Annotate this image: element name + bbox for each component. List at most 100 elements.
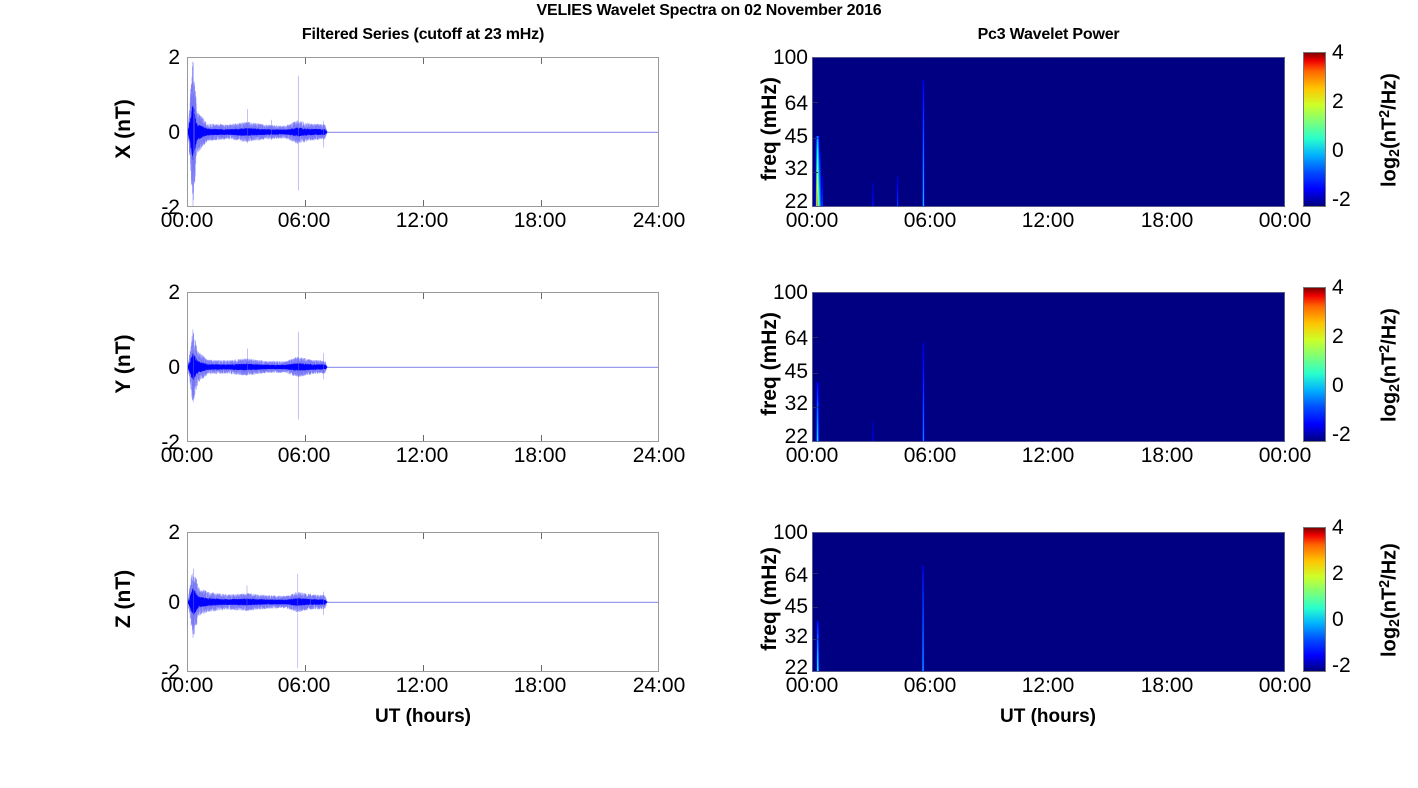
- freq-tick-label: 22: [784, 190, 808, 213]
- colorbar-label-log: log: [1378, 391, 1401, 422]
- timeseries-plot-y: [188, 293, 658, 441]
- x-tick-mark: [423, 533, 424, 539]
- y-axis-label-z: Z (nT): [112, 569, 135, 629]
- x-tick-label: 00:00: [160, 444, 214, 467]
- colorbar-label-base: 2: [1387, 148, 1404, 157]
- x-axis-label-left: UT (hours): [374, 706, 472, 727]
- x-tick-label: 18:00: [1140, 444, 1194, 467]
- colorbar-label-unit-open: (nT: [1378, 587, 1401, 619]
- freq-tick-mark: [813, 172, 818, 173]
- x-tick-mark: [423, 293, 424, 299]
- x-tick-label: 06:00: [277, 444, 331, 467]
- x-tick-mark: [305, 200, 306, 206]
- spectrogram-axes-y[interactable]: [812, 292, 1285, 442]
- colorbar-label-unit-exp: 2: [1376, 344, 1393, 353]
- x-tick-mark: [541, 293, 542, 299]
- colorbar-label: log2(nT2/Hz): [1377, 265, 1403, 465]
- x-tick-mark: [305, 435, 306, 441]
- x-tick-mark: [305, 533, 306, 539]
- freq-tick-label: 22: [784, 425, 808, 448]
- colorbar-tick-label: 2: [1332, 562, 1344, 585]
- colorbar-x[interactable]: [1303, 52, 1326, 207]
- x-tick-label: 00:00: [160, 674, 214, 697]
- right-column-title: Pc3 Wavelet Power: [977, 26, 1120, 43]
- x-tick-mark: [541, 665, 542, 671]
- spectrogram-axes-x[interactable]: [812, 57, 1285, 207]
- freq-tick-label: 64: [784, 564, 808, 587]
- freq-tick-label: 32: [784, 157, 808, 180]
- colorbar-label: log2(nT2/Hz): [1377, 30, 1403, 230]
- colorbar-y[interactable]: [1303, 287, 1326, 442]
- colorbar-tick-label: -2: [1332, 188, 1351, 211]
- timeseries-axes-x[interactable]: [187, 57, 659, 207]
- colorbar-tick-label: 2: [1332, 325, 1344, 348]
- x-tick-label: 06:00: [277, 209, 331, 232]
- x-tick-label: 00:00: [785, 209, 839, 232]
- colorbar-label-base: 2: [1387, 618, 1404, 627]
- x-tick-mark: [541, 533, 542, 539]
- x-tick-mark: [423, 58, 424, 64]
- freq-tick-mark: [813, 407, 818, 408]
- x-tick-label: 06:00: [903, 444, 957, 467]
- timeseries-plot-x: [188, 58, 658, 206]
- y-axis-label-x: X (nT): [112, 99, 135, 159]
- colorbar-label-log: log: [1378, 156, 1401, 187]
- freq-tick-label: 45: [784, 125, 808, 148]
- x-tick-label: 00:00: [1258, 674, 1312, 697]
- spectrogram-axes-z[interactable]: [812, 532, 1285, 672]
- colorbar-label-unit-close: /Hz): [1378, 543, 1401, 580]
- colorbar-tick-label: 4: [1332, 276, 1344, 299]
- freq-tick-mark: [813, 102, 818, 103]
- colorbar-tick-label: 4: [1332, 41, 1344, 64]
- x-tick-label: 00:00: [160, 209, 214, 232]
- colorbar-tick-label: -2: [1332, 423, 1351, 446]
- spectrogram-plot-x: [813, 58, 1284, 206]
- freq-tick-label: 32: [784, 392, 808, 415]
- x-tick-mark: [541, 435, 542, 441]
- y-tick-label: 2: [168, 281, 180, 304]
- freq-tick-mark: [813, 337, 818, 338]
- colorbar-tick-label: 2: [1332, 90, 1344, 113]
- spectrogram-plot-z: [813, 533, 1284, 671]
- y-tick-label: -2: [161, 431, 180, 454]
- freq-tick-label: 45: [784, 360, 808, 383]
- x-tick-label: 24:00: [632, 674, 686, 697]
- x-tick-label: 12:00: [395, 674, 449, 697]
- x-tick-label: 24:00: [632, 444, 686, 467]
- x-tick-label: 12:00: [1021, 209, 1075, 232]
- timeseries-axes-z[interactable]: [187, 532, 659, 672]
- colorbar-tick-label: -2: [1332, 654, 1351, 677]
- freq-tick-label: 64: [784, 92, 808, 115]
- y-axis-label-y: Y (nT): [112, 334, 135, 394]
- timeseries-axes-y[interactable]: [187, 292, 659, 442]
- colorbar-label-unit-exp: 2: [1376, 579, 1393, 588]
- y-tick-label: 2: [168, 46, 180, 69]
- x-tick-label: 18:00: [513, 444, 567, 467]
- x-tick-label: 24:00: [632, 209, 686, 232]
- colorbar-label-base: 2: [1387, 383, 1404, 392]
- freq-tick-label: 32: [784, 625, 808, 648]
- colorbar-tick-label: 0: [1332, 139, 1344, 162]
- colorbar-label: log2(nT2/Hz): [1377, 500, 1403, 700]
- colorbar-z[interactable]: [1303, 527, 1326, 672]
- freq-tick-mark: [813, 138, 818, 139]
- freq-tick-mark: [813, 639, 818, 640]
- x-tick-mark: [305, 665, 306, 671]
- x-tick-label: 00:00: [785, 674, 839, 697]
- colorbar-label-unit-open: (nT: [1378, 352, 1401, 384]
- colorbar-label-unit-exp: 2: [1376, 109, 1393, 118]
- colorbar-tick-label: 0: [1332, 374, 1344, 397]
- spectrogram-plot-y: [813, 293, 1284, 441]
- x-tick-label: 06:00: [277, 674, 331, 697]
- x-tick-label: 12:00: [1021, 444, 1075, 467]
- x-tick-mark: [305, 293, 306, 299]
- y-tick-label: 2: [168, 521, 180, 544]
- y-tick-label: 0: [168, 591, 180, 614]
- x-tick-label: 00:00: [1258, 444, 1312, 467]
- y-tick-label: -2: [161, 196, 180, 219]
- x-tick-mark: [305, 58, 306, 64]
- y-tick-label: 0: [168, 121, 180, 144]
- colorbar-label-unit-close: /Hz): [1378, 308, 1401, 345]
- x-tick-label: 06:00: [903, 674, 957, 697]
- freq-tick-label: 64: [784, 327, 808, 350]
